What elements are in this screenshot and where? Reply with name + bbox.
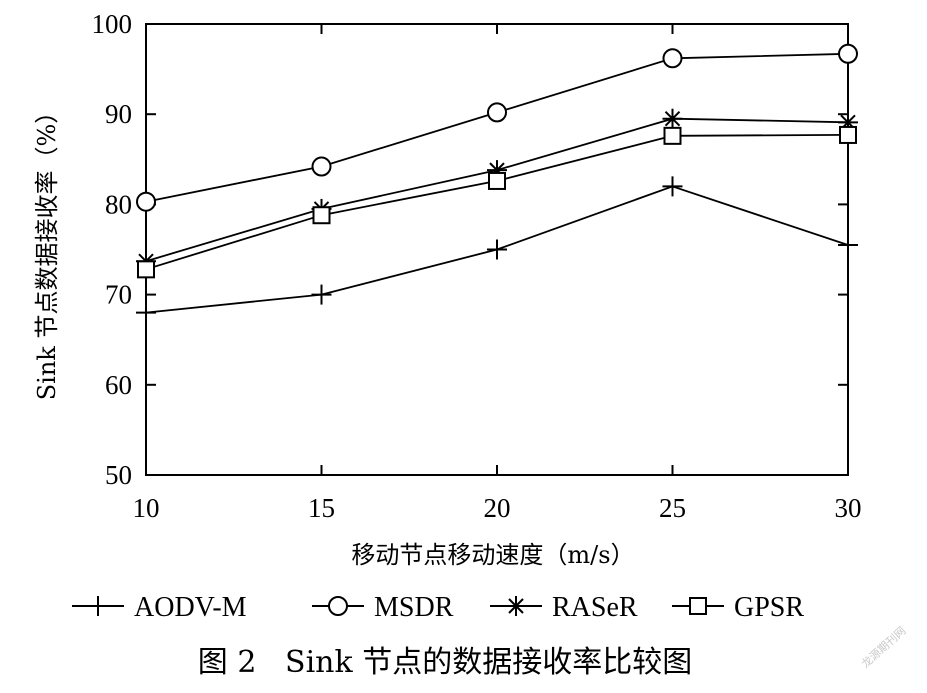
y-tick-label: 80 [105, 189, 132, 219]
series-layer [136, 43, 858, 323]
x-tick-label: 10 [133, 493, 160, 523]
x-tick-label: 25 [659, 493, 686, 523]
legend-marker-raser [506, 596, 526, 616]
y-tick-label: 70 [105, 280, 132, 310]
data-point-aodv-m [662, 176, 683, 197]
square-shape [312, 206, 331, 225]
legend-item-msdr: MSDR [312, 592, 454, 623]
data-point-aodv-m [838, 234, 858, 255]
circle-shape [838, 43, 858, 64]
legend-item-raser: RASeR [490, 592, 638, 623]
x-tick-label: 15 [308, 493, 335, 523]
legend-marker-msdr [328, 596, 348, 616]
circle-shape [136, 191, 156, 212]
data-point-msdr [487, 102, 507, 123]
data-point-aodv-m [487, 239, 507, 260]
legend-label: GPSR [734, 592, 804, 623]
square-shape [137, 260, 155, 279]
square-shape [663, 126, 682, 145]
figure-caption: 图 2 Sink 节点的数据接收率比较图 [198, 645, 692, 680]
asterisk-stroke [508, 598, 524, 614]
data-point-gpsr [488, 171, 506, 190]
x-tick-label: 20 [484, 493, 511, 523]
circle-shape [311, 156, 332, 177]
circle-shape [328, 596, 348, 616]
x-axis-title: 移动节点移动速度（m/s） [351, 541, 634, 569]
data-point-raser [662, 108, 683, 129]
x-axis: 10 15 20 25 30 [133, 24, 862, 523]
data-point-msdr [311, 156, 332, 177]
legend-label: AODV-M [134, 592, 247, 623]
x-tick-label: 30 [835, 493, 862, 523]
data-point-gpsr [312, 206, 331, 225]
legend-label: RASeR [552, 592, 638, 623]
legend-marker-aodv-m [88, 596, 108, 616]
data-point-gpsr [839, 125, 857, 144]
asterisk-stroke [664, 111, 681, 127]
y-axis: 50 60 70 80 90 100 [92, 9, 848, 490]
data-point-msdr [838, 43, 858, 64]
square-shape [839, 125, 857, 144]
square-shape [689, 597, 707, 615]
watermark-logo: 龙源期刊网 [858, 623, 908, 670]
legend-item-gpsr: GPSR [672, 592, 804, 623]
data-point-msdr [662, 48, 683, 69]
data-point-msdr [136, 191, 156, 212]
y-axis-title: Sink 节点数据接收率（%） [33, 100, 61, 401]
legend: AODV-M MSDR RASeR GPSR [72, 592, 804, 623]
y-tick-label: 90 [105, 99, 132, 129]
data-point-gpsr [137, 260, 155, 279]
circle-shape [487, 102, 507, 123]
data-point-aodv-m [136, 302, 156, 323]
legend-marker-gpsr [689, 597, 707, 615]
y-tick-label: 50 [105, 460, 132, 490]
square-shape [488, 171, 506, 190]
data-point-aodv-m [311, 284, 332, 305]
legend-item-aodv-m: AODV-M [72, 592, 247, 623]
circle-shape [662, 48, 683, 69]
y-tick-label: 60 [105, 370, 132, 400]
data-point-gpsr [663, 126, 682, 145]
legend-label: MSDR [374, 592, 454, 623]
y-tick-label: 100 [92, 9, 133, 39]
